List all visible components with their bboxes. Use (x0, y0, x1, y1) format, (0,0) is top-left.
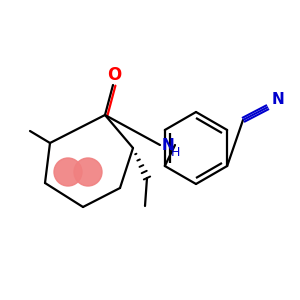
Text: H: H (171, 146, 180, 160)
Text: N: N (162, 137, 175, 152)
Circle shape (54, 158, 82, 186)
Text: N: N (272, 92, 284, 107)
Circle shape (74, 158, 102, 186)
Text: O: O (107, 66, 121, 84)
